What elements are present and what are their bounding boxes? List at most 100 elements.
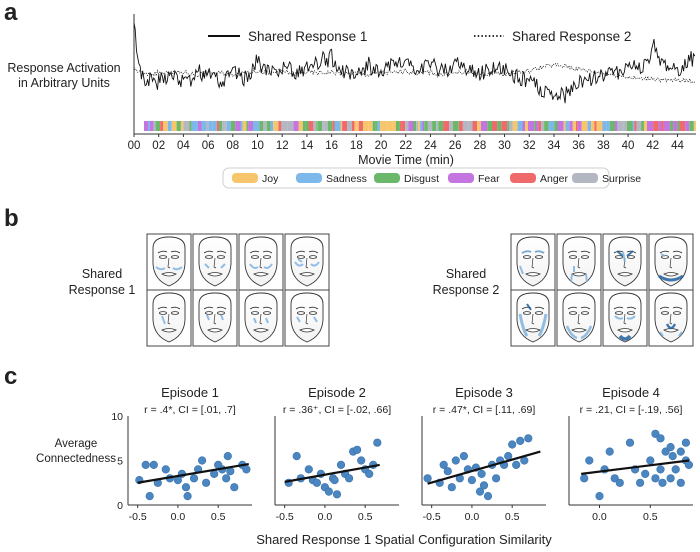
emotion-segment (240, 121, 243, 131)
emotion-segment (443, 121, 450, 131)
emotion-segment (235, 121, 241, 131)
face-sr2-5 (510, 289, 556, 347)
emotion-segment (548, 121, 555, 131)
panel-a-x-label: Movie Time (min) (358, 153, 454, 167)
emotion-segment (544, 121, 549, 131)
scatter-x-tick-label: 0.0 (318, 511, 333, 523)
emotion-label-joy: Joy (262, 173, 279, 185)
emotion-label-surprise: Surprise (602, 173, 641, 185)
scatter-episode-2: Episode 2 r = .36⁺, CI = [-.02, .66] -0.5 0… (274, 385, 399, 523)
emotion-segment (150, 121, 154, 131)
scatter-point (198, 456, 207, 465)
scatter-point (595, 492, 604, 501)
emotion-segment (153, 121, 156, 131)
scatter-point (477, 469, 486, 479)
emotion-segment (480, 121, 488, 131)
emotion-segment (534, 121, 536, 131)
x-tick-label: 34 (548, 140, 561, 152)
face-activation (658, 274, 684, 282)
emotion-segment (270, 121, 274, 131)
face-activation (206, 314, 210, 321)
episode-title: Episode 2 (308, 385, 366, 400)
scatter-point (585, 456, 594, 465)
scatter-point (651, 429, 660, 438)
emotion-segment (673, 121, 678, 131)
panel-a-x-ticks: 00 02 04 06 08 10 12 14 16 18 20 22 24 26 28 30 32 34 36 38… (128, 134, 684, 152)
time-series (133, 23, 696, 104)
scatter-point (625, 438, 635, 447)
shared-response-2-label-1: Shared (446, 267, 486, 281)
episode-stats: r = .21, CI = [-.19, .56] (580, 404, 683, 416)
emotion-segment (492, 121, 498, 131)
emotion-segment (487, 121, 493, 131)
emotion-segment (685, 121, 690, 131)
scatter-point (230, 483, 239, 492)
emotion-segment (226, 121, 231, 131)
face-sr2-4 (648, 233, 694, 291)
emotion-segment (176, 121, 181, 131)
face-sr1-2 (192, 233, 238, 291)
face-activation (518, 313, 529, 337)
scatter-x-tick-label: -0.5 (423, 511, 441, 523)
scatter-x-tick-label: 0.5 (643, 511, 658, 523)
emotion-segment (399, 121, 402, 131)
scatter-point (330, 476, 339, 485)
scatter-point (646, 456, 655, 465)
x-tick-label: 14 (301, 140, 314, 152)
face-activation (565, 325, 578, 340)
emotion-segment (387, 121, 393, 131)
scatter-point (312, 478, 322, 487)
emotion-segment (293, 121, 299, 131)
emotion-segment (324, 121, 328, 131)
emotion-segment (554, 121, 558, 131)
emotion-segment (658, 121, 662, 131)
x-tick-label: 06 (202, 140, 215, 152)
emotion-segment (507, 121, 509, 131)
emotion-segment (647, 121, 654, 131)
emotion-segment (322, 121, 325, 131)
emotion-segment (144, 121, 148, 131)
emotion-segment (155, 121, 160, 131)
emotion-segment (317, 121, 323, 131)
x-tick-label: 28 (473, 140, 486, 152)
panel-a-legend: Shared Response 1 Shared Response 2 (208, 29, 631, 44)
x-tick-label: 42 (646, 140, 659, 152)
faces-shared-response-2 (510, 233, 694, 347)
emotion-swatch-fear (448, 173, 474, 183)
scatter-x-tick-label: 0.5 (505, 511, 520, 523)
emotion-segment (218, 121, 223, 131)
emotion-segment (163, 121, 168, 131)
face-activation (263, 263, 273, 269)
emotion-segment (263, 121, 267, 131)
emotion-segment (316, 121, 318, 131)
face-sr1-7 (238, 289, 284, 347)
emotion-segment (528, 121, 535, 131)
emotion-segment (392, 121, 396, 131)
x-tick-label: 10 (251, 140, 264, 152)
scatter-x-tick-label: -0.5 (129, 511, 147, 523)
emotion-segment (253, 121, 260, 131)
emotion-segment (354, 121, 357, 131)
face-activation (249, 263, 259, 269)
emotion-segment (420, 121, 423, 131)
face-activation (618, 334, 632, 341)
face-activation (537, 313, 548, 337)
x-tick-label: 40 (622, 140, 635, 152)
scatter-point (447, 483, 456, 492)
emotion-label-anger: Anger (540, 173, 569, 185)
emotion-segment (458, 121, 463, 131)
emotion-segment (308, 121, 314, 131)
emotion-segment (224, 121, 227, 131)
face-activation (519, 265, 524, 275)
emotion-segment (413, 121, 417, 131)
emotion-segment (278, 121, 282, 131)
emotion-segment (641, 121, 644, 131)
scatter-point (223, 452, 232, 461)
emotion-segment (432, 121, 437, 131)
scatter-point (324, 487, 334, 496)
x-tick-label: 20 (375, 140, 388, 152)
episode-stats: r = .36⁺, CI = [-.02, .66] (283, 404, 391, 416)
emotion-segment (363, 121, 369, 131)
emotion-segment (572, 121, 576, 131)
scatter-point (365, 469, 374, 479)
